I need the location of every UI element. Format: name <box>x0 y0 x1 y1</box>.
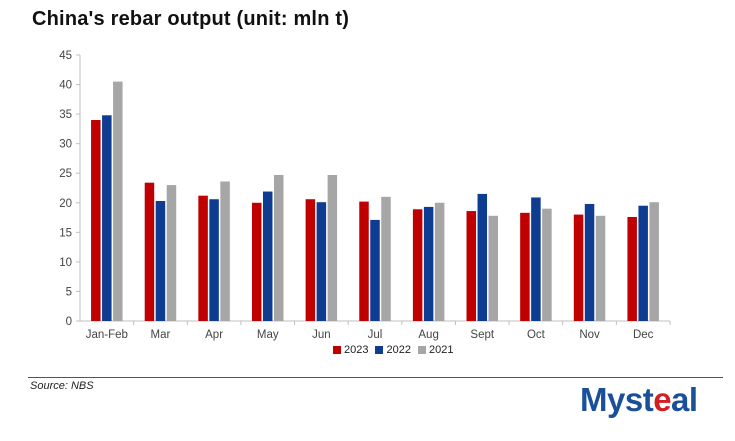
bar-2023-may <box>251 202 262 321</box>
bar-2021-sept <box>488 215 499 321</box>
bar-2023-jul <box>359 201 369 321</box>
x-category-label: Nov <box>579 329 600 341</box>
bar-2023-mar <box>144 182 155 321</box>
bar-2023-aug <box>412 209 423 321</box>
bar-2021-dec <box>649 202 659 321</box>
y-tick-label: 45 <box>59 50 72 62</box>
x-category-label: Jan-Feb <box>86 329 128 341</box>
x-category-label: Sept <box>470 329 494 341</box>
x-category-label: Jun <box>312 329 331 341</box>
bar-2022-aug <box>423 206 434 321</box>
legend-swatch-2022 <box>375 346 384 354</box>
bar-2021-jun <box>327 174 338 321</box>
legend-label-2021: 2021 <box>428 344 454 356</box>
legend-label-2022: 2022 <box>386 344 411 356</box>
bar-2022-nov <box>584 203 595 321</box>
legend-item-2022: 2022 <box>375 344 411 356</box>
x-category-label: Dec <box>633 329 654 341</box>
y-tick-label: 10 <box>59 257 72 269</box>
bar-2023-apr <box>198 195 208 321</box>
bar-2022-jan-feb <box>102 115 112 321</box>
bar-2022-sept <box>477 193 488 321</box>
bar-2022-apr <box>209 199 219 321</box>
y-tick-label: 35 <box>59 109 72 121</box>
source-note: Source: NBS <box>30 380 94 392</box>
bar-2021-jan-feb <box>113 81 123 321</box>
x-category-label: May <box>257 329 279 341</box>
bar-2022-mar <box>155 201 166 321</box>
bar-2022-jun <box>316 202 327 321</box>
bar-2023-dec <box>627 216 637 321</box>
x-category-label: Aug <box>418 329 438 341</box>
bar-2023-sept <box>466 211 477 321</box>
x-category-label: Mar <box>151 329 171 341</box>
y-tick-label: 0 <box>66 316 72 328</box>
footer-divider <box>28 377 723 378</box>
x-category-label: Apr <box>205 329 223 341</box>
mysteel-logo: Mysteal <box>580 381 698 418</box>
legend-item-2021: 2021 <box>417 344 454 356</box>
y-tick-label: 15 <box>59 227 72 239</box>
bar-2021-aug <box>434 202 445 321</box>
y-tick-label: 5 <box>66 286 72 298</box>
x-category-label: Oct <box>527 329 546 341</box>
bar-2022-dec <box>638 205 648 321</box>
bar-2023-oct <box>520 212 530 321</box>
legend-swatch-2021 <box>417 346 426 354</box>
bar-2021-apr <box>220 181 230 321</box>
y-tick-label: 40 <box>59 80 72 92</box>
x-category-label: Jul <box>368 329 383 341</box>
bar-2021-oct <box>542 208 552 321</box>
bar-2022-jul <box>370 219 380 321</box>
bar-2023-jun <box>305 199 316 321</box>
bar-2021-may <box>273 174 284 321</box>
bar-2023-jan-feb <box>91 120 101 322</box>
legend-swatch-2023 <box>333 346 341 354</box>
bar-2021-mar <box>166 185 177 321</box>
chart-title: China's rebar output (unit: mln t) <box>32 8 350 30</box>
y-tick-label: 30 <box>59 139 72 151</box>
chart-area: 0 5 10 15 20 25 30 35 40 45 Jan-Feb Mar Apr May Jun Jul… <box>59 50 671 341</box>
legend-item-2023: 2023 <box>333 344 368 356</box>
bar-2023-nov <box>573 214 584 321</box>
bar-2022-may <box>262 191 273 321</box>
bar-2021-jul <box>381 196 391 321</box>
y-tick-label: 25 <box>59 168 72 180</box>
y-tick-label: 20 <box>59 198 72 210</box>
legend-label-2023: 2023 <box>344 344 369 356</box>
bar-2022-oct <box>531 197 541 321</box>
bar-2021-nov <box>595 215 606 321</box>
legend: 2023 2022 2021 <box>333 344 460 356</box>
